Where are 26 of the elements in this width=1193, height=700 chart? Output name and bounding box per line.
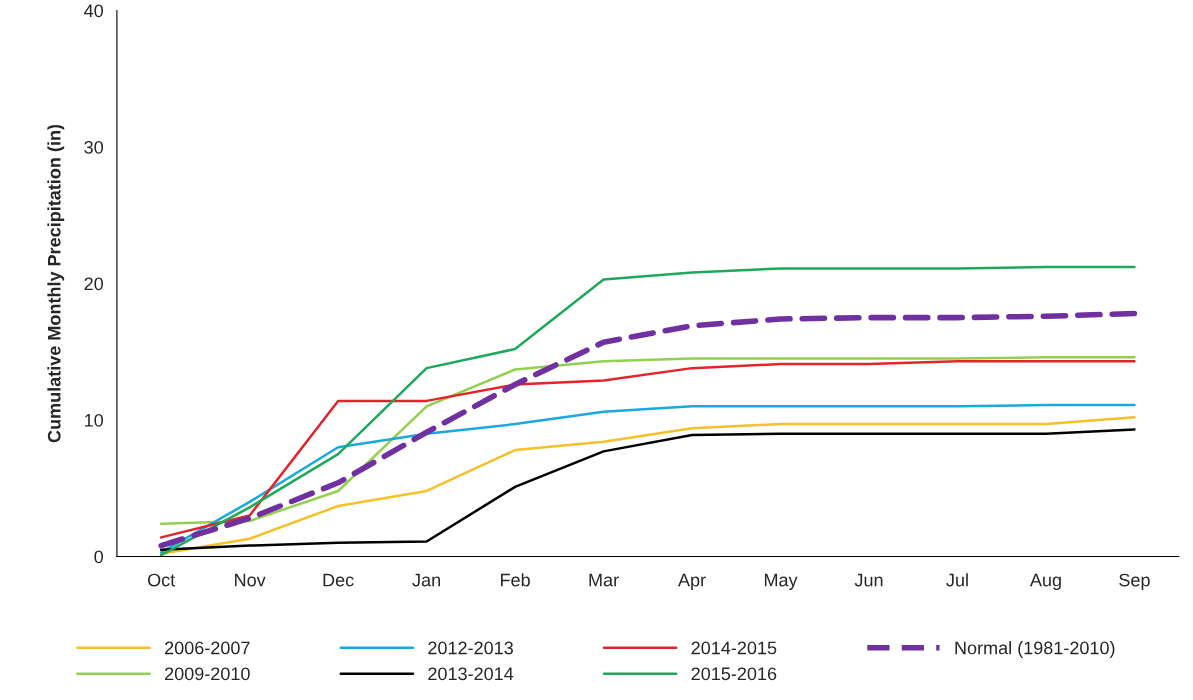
y-tick-label: 0 <box>94 550 104 564</box>
x-tick-label: Apr <box>678 573 706 590</box>
x-tick-label: Sep <box>1119 573 1150 590</box>
x-tick-label: Dec <box>323 573 354 587</box>
x-tick-label: Jan <box>412 573 440 587</box>
x-tick-label: Nov <box>235 573 266 587</box>
x-tick-label: Aug <box>1029 573 1061 590</box>
x-tick-label: Jun <box>854 573 883 587</box>
y-tick-label: 40 <box>84 4 104 18</box>
x-tick-label: May <box>764 573 798 590</box>
x-tick-label: Mar <box>589 573 619 587</box>
y-tick-label: 20 <box>84 277 104 291</box>
legend-label: 2009-2010 <box>165 667 250 681</box>
y-tick-label: 30 <box>84 140 104 154</box>
legend-label: 2014-2015 <box>691 641 777 655</box>
x-tick-label: Oct <box>147 573 176 587</box>
y-axis-title: Cumulative Monthly Precipitation (in) <box>47 124 65 443</box>
x-tick-label: Jul <box>946 573 968 587</box>
legend-label: 2006-2007 <box>165 641 250 655</box>
line-series <box>159 265 1136 557</box>
x-tick-label: Feb <box>501 573 530 587</box>
legend-label: 2013-2014 <box>428 667 514 681</box>
legend-label: 2015-2016 <box>691 667 777 681</box>
legend-label: 2012-2013 <box>428 641 513 655</box>
y-tick-label: 10 <box>85 413 104 427</box>
legend-label: Normal (1981-2010) <box>955 641 1115 658</box>
